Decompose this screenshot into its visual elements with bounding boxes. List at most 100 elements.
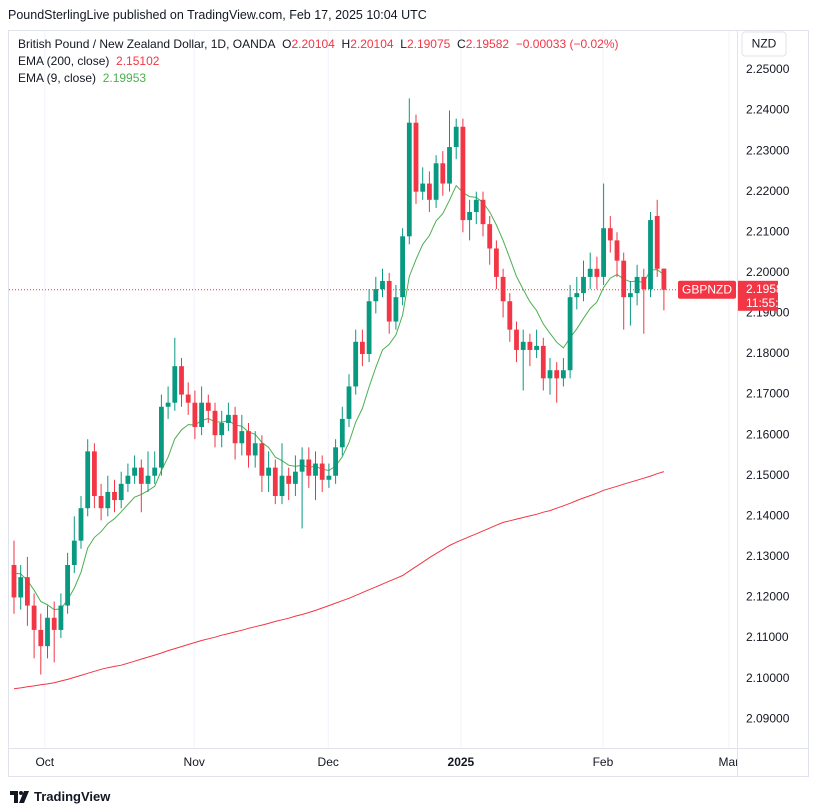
candle-body xyxy=(299,459,305,472)
ohlc-label: O xyxy=(282,37,292,51)
y-tick-label: 2.13000 xyxy=(746,549,790,563)
candle-body xyxy=(252,443,258,456)
candle-body xyxy=(380,280,385,290)
x-tick-label: 2025 xyxy=(448,755,475,769)
candle-body xyxy=(607,228,613,241)
legend-name: EMA (200, close) xyxy=(18,54,110,68)
candle-body xyxy=(78,508,84,541)
candle-body xyxy=(25,577,30,606)
candle-body xyxy=(132,467,137,476)
candle-body xyxy=(561,370,566,379)
ema-line xyxy=(13,471,665,690)
candle-body xyxy=(433,163,439,200)
change: −0.00033 (−0.02%) xyxy=(515,37,619,51)
candle-body xyxy=(494,248,499,277)
candle-body xyxy=(554,370,560,379)
y-tick-label: 2.23000 xyxy=(746,143,790,157)
ohlc-value: 2.19582 xyxy=(465,37,510,51)
candle-body xyxy=(467,211,472,221)
legend-value: 2.15102 xyxy=(116,54,160,68)
candle-body xyxy=(159,406,164,468)
logo xyxy=(10,791,29,803)
y-tick-label: 2.20000 xyxy=(746,265,790,279)
legend: British Pound / New Zealand Dollar, 1D, … xyxy=(18,36,619,87)
ohlc-label: H xyxy=(341,37,351,51)
candle-body xyxy=(266,467,271,476)
candle-body xyxy=(634,276,640,294)
candle-body xyxy=(45,617,50,647)
candle-body xyxy=(360,341,365,354)
y-tick-label: 2.14000 xyxy=(746,508,790,522)
countdown: 11:55:48 xyxy=(746,296,792,310)
candle-body xyxy=(413,122,419,192)
y-tick-label: 2.21000 xyxy=(746,224,790,238)
candle-body xyxy=(641,276,647,290)
candle-body xyxy=(272,467,278,497)
candle-body xyxy=(427,183,432,200)
candle-body xyxy=(152,467,158,476)
candle-body xyxy=(373,289,379,302)
candle-body xyxy=(507,301,513,330)
candle-body xyxy=(165,402,171,407)
candle-body xyxy=(279,475,285,497)
candle-body xyxy=(293,471,298,484)
candle-body xyxy=(306,459,312,476)
y-tick-label: 2.17000 xyxy=(746,387,790,401)
candle-body xyxy=(547,370,553,379)
candle-body xyxy=(614,240,620,261)
y-tick-label: 2.11000 xyxy=(746,630,789,644)
candle-body xyxy=(71,540,77,565)
ohlc-label: C xyxy=(457,37,466,51)
candle-body xyxy=(540,345,546,379)
y-tick-label: 2.16000 xyxy=(746,427,790,441)
candle-body xyxy=(393,297,399,322)
price-tag: 2.19582 xyxy=(746,282,790,296)
y-tick-label: 2.09000 xyxy=(746,711,790,725)
candle-body xyxy=(38,629,44,647)
candle-body xyxy=(313,463,318,476)
candle-body xyxy=(648,220,653,290)
chart-frame xyxy=(8,30,809,777)
candle-body xyxy=(98,496,104,509)
y-tick-label: 2.15000 xyxy=(746,468,790,482)
symbol-tag-bg xyxy=(678,280,736,299)
candle-body xyxy=(105,491,111,509)
candle-body xyxy=(594,268,600,277)
candle-body xyxy=(420,183,426,192)
x-tick-label: Mar xyxy=(719,755,740,769)
candle-body xyxy=(205,402,211,411)
candle-body xyxy=(460,126,466,221)
candle-body xyxy=(232,414,238,444)
candle-body xyxy=(58,605,64,630)
ohlc-value: 2.20104 xyxy=(291,37,335,51)
candle-body xyxy=(31,605,37,630)
candle-body xyxy=(11,564,17,598)
candle-body xyxy=(286,475,292,484)
candle-body xyxy=(179,366,184,395)
ema-line xyxy=(13,184,665,611)
currency-button[interactable] xyxy=(741,31,787,57)
candle-body xyxy=(527,341,533,350)
candle-body xyxy=(514,329,519,350)
candle-body xyxy=(85,451,91,509)
x-tick-label: Oct xyxy=(35,755,54,769)
legend-value: 2.19953 xyxy=(102,71,147,85)
price-tag-bg xyxy=(738,280,778,311)
candle-body xyxy=(581,276,586,294)
candle-body xyxy=(18,577,24,598)
candle-body xyxy=(346,386,352,419)
candle-body xyxy=(621,260,627,298)
candle-body xyxy=(199,402,204,428)
legend-name: EMA (9, close) xyxy=(18,71,97,85)
candle-body xyxy=(406,122,412,237)
candle-body xyxy=(185,394,191,403)
ohlc-label: L xyxy=(400,37,407,51)
candle-body xyxy=(567,297,573,371)
candle-body xyxy=(125,475,131,484)
candle-body xyxy=(118,483,124,501)
header: PoundSterlingLive published on TradingVi… xyxy=(8,8,427,22)
candle-body xyxy=(339,418,345,448)
y-tick-label: 2.10000 xyxy=(746,671,790,685)
